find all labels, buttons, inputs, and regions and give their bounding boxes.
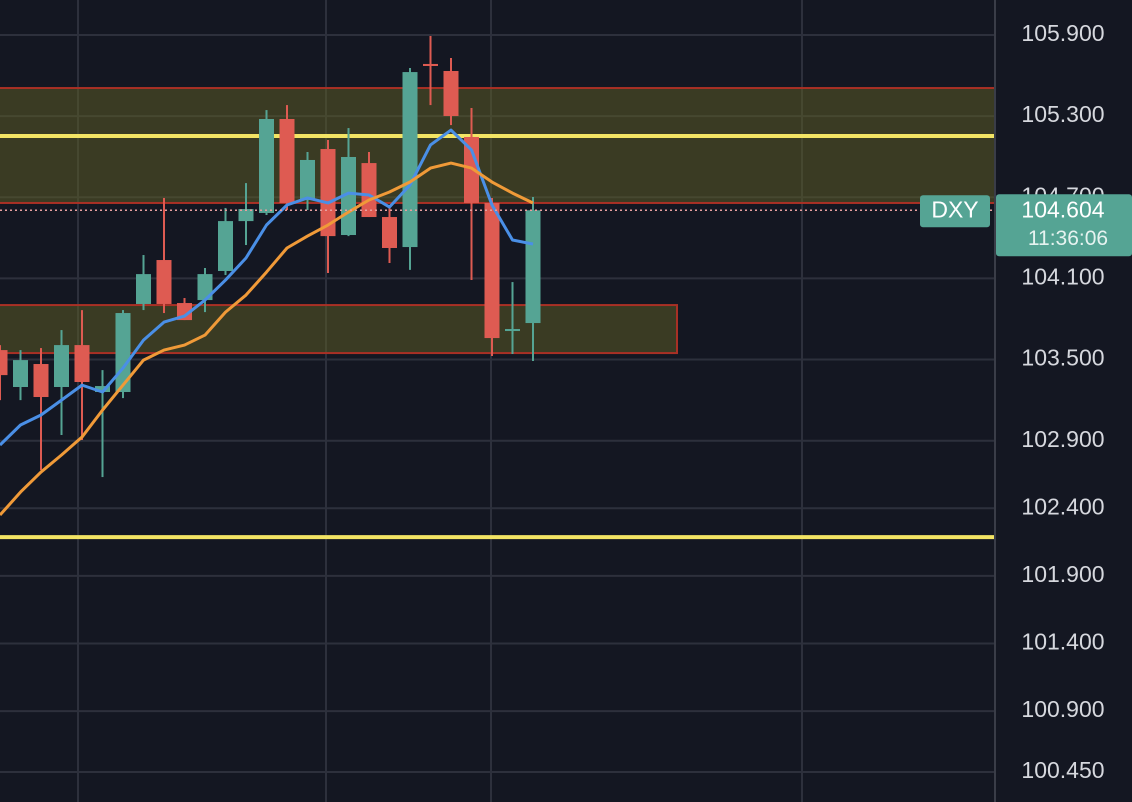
candle-body xyxy=(484,202,500,339)
candle-body xyxy=(197,274,213,301)
candle-body xyxy=(136,274,151,304)
candle-body xyxy=(443,70,459,117)
candle-body xyxy=(156,260,172,304)
candle-body xyxy=(279,118,295,203)
y-tick-label: 105.900 xyxy=(1021,20,1104,46)
candle-body xyxy=(300,159,315,200)
price-labels: DXY 104.604 11:36:06 xyxy=(920,194,1132,257)
candle-body xyxy=(33,364,49,398)
candle-body xyxy=(464,136,479,203)
candle-body xyxy=(382,217,397,248)
moving-average xyxy=(0,128,534,447)
candle-body xyxy=(74,345,90,383)
plot-area xyxy=(0,35,995,540)
y-tick-label: 104.100 xyxy=(1021,263,1104,289)
moving-average xyxy=(0,161,534,517)
candle-body xyxy=(238,209,254,222)
last-price-label: 104.604 xyxy=(1021,196,1104,222)
symbol-label: DXY xyxy=(931,196,978,222)
symbol-badge xyxy=(920,195,990,228)
y-tick-label: 100.900 xyxy=(1021,696,1104,722)
candle-body xyxy=(423,63,438,66)
countdown-label: 11:36:06 xyxy=(1028,227,1108,250)
candle-body xyxy=(0,350,8,376)
price-badge xyxy=(996,194,1132,257)
y-tick-label: 101.900 xyxy=(1021,561,1104,587)
zone xyxy=(0,304,678,355)
y-tick-label: 102.400 xyxy=(1021,493,1104,519)
candle-body xyxy=(218,221,233,271)
candle-body xyxy=(525,210,541,324)
candle-body xyxy=(402,72,418,248)
candle-body xyxy=(505,328,520,332)
y-tick-label: 100.450 xyxy=(1021,757,1104,783)
y-tick-label: 105.300 xyxy=(1021,101,1104,127)
y-tick-label: 101.400 xyxy=(1021,629,1104,655)
y-tick-label: 102.900 xyxy=(1021,426,1104,452)
candle-body xyxy=(13,360,28,388)
y-tick-label: 103.500 xyxy=(1021,345,1104,371)
candle-body xyxy=(361,163,377,218)
candle-body xyxy=(54,345,69,388)
candle-body xyxy=(259,118,274,213)
candle-body xyxy=(95,386,110,393)
candle-body xyxy=(320,149,336,237)
